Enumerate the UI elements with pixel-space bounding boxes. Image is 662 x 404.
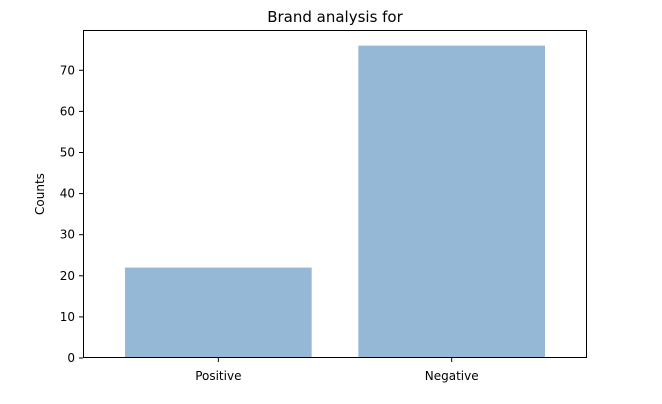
x-tick-label: Positive bbox=[195, 369, 241, 383]
y-tick-label: 30 bbox=[60, 228, 75, 242]
x-axis-ticks: Positive Negative bbox=[195, 358, 479, 383]
y-tick-label: 60 bbox=[60, 104, 75, 118]
bars-group bbox=[125, 45, 545, 358]
y-axis-ticks: 0 10 20 30 40 50 60 70 bbox=[60, 63, 83, 365]
y-tick-label: 70 bbox=[60, 63, 75, 77]
y-tick-label: 20 bbox=[60, 269, 75, 283]
plot-area-frame bbox=[83, 30, 587, 358]
y-tick-label: 0 bbox=[67, 351, 75, 365]
y-tick-label: 50 bbox=[60, 145, 75, 159]
y-axis-label: Counts bbox=[33, 173, 47, 215]
bar-positive bbox=[125, 267, 312, 358]
y-tick-label: 40 bbox=[60, 187, 75, 201]
chart-title: Brand analysis for bbox=[267, 8, 403, 26]
x-tick-label: Negative bbox=[425, 369, 479, 383]
bar-negative bbox=[358, 45, 545, 358]
y-tick-label: 10 bbox=[60, 310, 75, 324]
